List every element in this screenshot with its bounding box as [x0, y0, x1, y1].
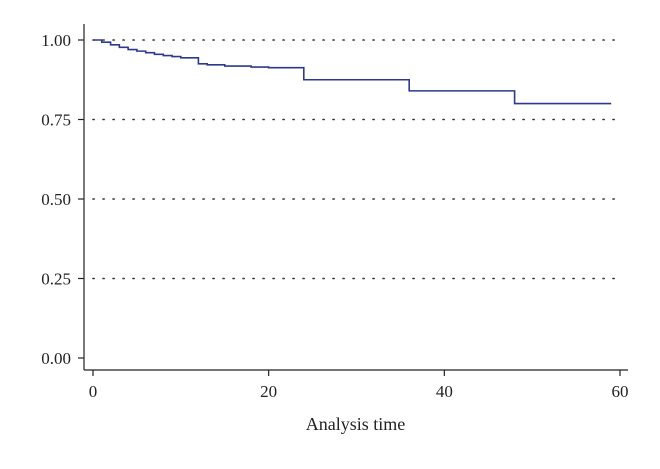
x-tick-label: 0: [89, 382, 98, 401]
x-tick-label: 20: [260, 382, 277, 401]
y-tick-label: 0.50: [41, 190, 71, 209]
axes: [83, 24, 628, 371]
x-tick-label: 60: [612, 382, 629, 401]
y-tick-label: 0.75: [41, 111, 71, 130]
x-tick-label: 40: [436, 382, 453, 401]
survival-curve-0: [93, 39, 612, 105]
y-ticks: 0.00 0.25 0.50 0.75 1.00: [41, 31, 84, 368]
grid-lines: [92, 39, 621, 280]
x-ticks: 0 20 40 60: [89, 370, 629, 401]
y-tick-label: 0.00: [41, 349, 71, 368]
series: [93, 39, 612, 105]
y-tick-label: 0.25: [41, 270, 71, 289]
x-axis-title: Analysis time: [306, 414, 406, 434]
y-tick-label: 1.00: [41, 31, 71, 50]
